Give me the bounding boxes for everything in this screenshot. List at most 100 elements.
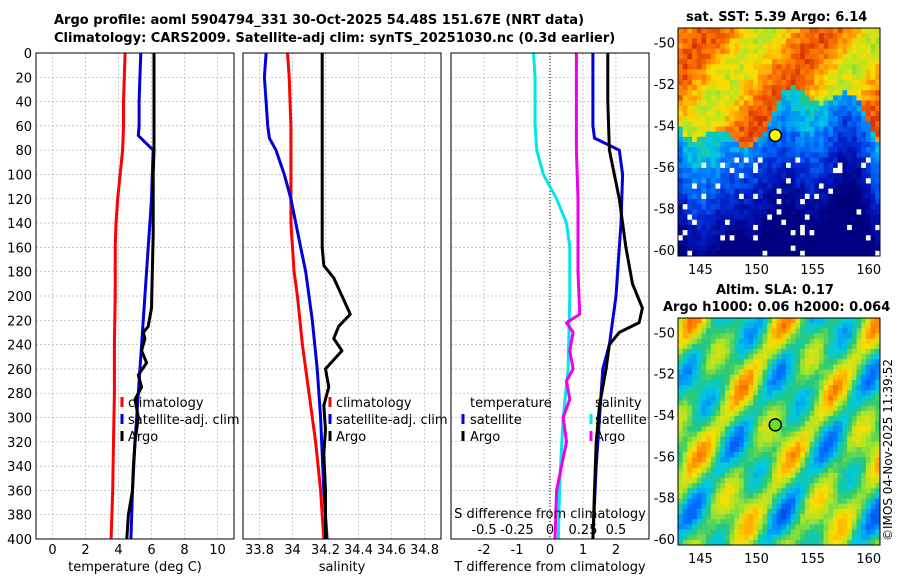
- map-cell: [856, 354, 862, 360]
- map-cell: [814, 105, 820, 112]
- map-cell: [729, 379, 735, 386]
- map-cell: [692, 493, 698, 500]
- map-cell: [771, 374, 778, 381]
- map-cell: [748, 152, 754, 159]
- map-cell: [692, 116, 698, 122]
- map-cell: [739, 178, 745, 184]
- map-cell: [804, 462, 811, 469]
- map-cell: [753, 348, 759, 355]
- map-cell: [720, 426, 726, 432]
- map-cell: [734, 354, 740, 360]
- map-cell: [739, 214, 745, 221]
- map-cell: [767, 95, 773, 102]
- map-cell: [710, 178, 717, 184]
- map-cell: [706, 416, 712, 422]
- map-cell: [715, 178, 721, 184]
- map-cell: [729, 405, 735, 412]
- map-cell: [692, 48, 698, 55]
- map-cell: [865, 126, 872, 133]
- map-cell: [781, 452, 787, 458]
- map-cell: [692, 152, 698, 159]
- map-cell: [743, 457, 749, 463]
- map-cell: [753, 488, 759, 494]
- map-cell: [837, 33, 843, 39]
- map-cell: [800, 167, 806, 174]
- map-cell: [715, 338, 721, 345]
- map-cell: [875, 519, 881, 525]
- map-cell: [837, 369, 843, 376]
- map-cell: [720, 167, 726, 174]
- map-cell: [757, 338, 764, 345]
- map-cell: [743, 431, 749, 438]
- map-cell: [710, 508, 717, 515]
- map-cell: [762, 400, 768, 407]
- map-cell: [823, 379, 829, 386]
- map-cell: [851, 503, 858, 510]
- map-cell: [678, 410, 684, 417]
- map-cell: [762, 126, 768, 133]
- map-cell: [842, 390, 848, 396]
- map-cell: [696, 457, 702, 463]
- map-cell: [814, 121, 820, 127]
- map-cell: [804, 100, 811, 107]
- map-cell: [724, 240, 731, 247]
- map-cell: [739, 529, 745, 536]
- map-cell: [790, 529, 796, 536]
- map-cell: [743, 390, 749, 396]
- map-cell: [833, 116, 839, 122]
- map-cell: [776, 162, 782, 169]
- map-cell: [837, 385, 843, 391]
- map-cell: [851, 333, 858, 340]
- map-cell: [851, 493, 858, 500]
- map-cell: [701, 395, 707, 402]
- map-cell: [851, 467, 858, 474]
- map-cell: [687, 519, 693, 525]
- map-cell: [800, 152, 806, 159]
- map-cell: [795, 121, 801, 127]
- map-cell: [870, 90, 876, 96]
- map-cell: [786, 219, 792, 226]
- map-cell: [767, 214, 773, 221]
- map-cell: [748, 48, 754, 55]
- map-cell: [687, 354, 693, 360]
- map-cell: [847, 421, 853, 427]
- map-cell: [762, 173, 768, 179]
- map-cell: [814, 33, 820, 39]
- map-cell: [781, 534, 787, 541]
- x-axis-label-s: S difference from climatology: [454, 507, 646, 522]
- map-cell: [729, 416, 735, 422]
- map-cell: [715, 69, 721, 76]
- map-cell: [762, 524, 768, 531]
- map-cell: [715, 441, 721, 448]
- map-cell: [837, 390, 843, 396]
- map-cell: [804, 240, 811, 247]
- map-cell: [724, 38, 731, 45]
- map-cell: [706, 539, 712, 546]
- map-cell: [762, 69, 768, 76]
- map-cell: [743, 529, 749, 536]
- map-cell: [856, 38, 862, 45]
- map-cell: [804, 64, 811, 70]
- map-cell: [781, 323, 787, 329]
- map-cell: [818, 183, 825, 190]
- map-cell: [724, 33, 731, 39]
- map-cell: [678, 529, 684, 536]
- map-cell: [757, 214, 764, 221]
- map-cell: [875, 364, 881, 371]
- map-cell: [870, 343, 876, 350]
- map-cell: [781, 441, 787, 448]
- map-cell: [804, 359, 811, 365]
- map-cell: [748, 250, 754, 257]
- map-cell: [842, 369, 848, 376]
- map-cell: [771, 462, 778, 469]
- map-cell: [729, 136, 735, 143]
- map-cell: [696, 410, 702, 417]
- map-cell: [678, 524, 684, 531]
- map-cell: [776, 121, 782, 127]
- map-cell: [762, 514, 768, 520]
- map-cell: [856, 318, 862, 324]
- map-cell: [724, 43, 731, 50]
- map-cell: [720, 214, 726, 221]
- map-cell: [706, 369, 712, 376]
- map-cell: [753, 457, 759, 463]
